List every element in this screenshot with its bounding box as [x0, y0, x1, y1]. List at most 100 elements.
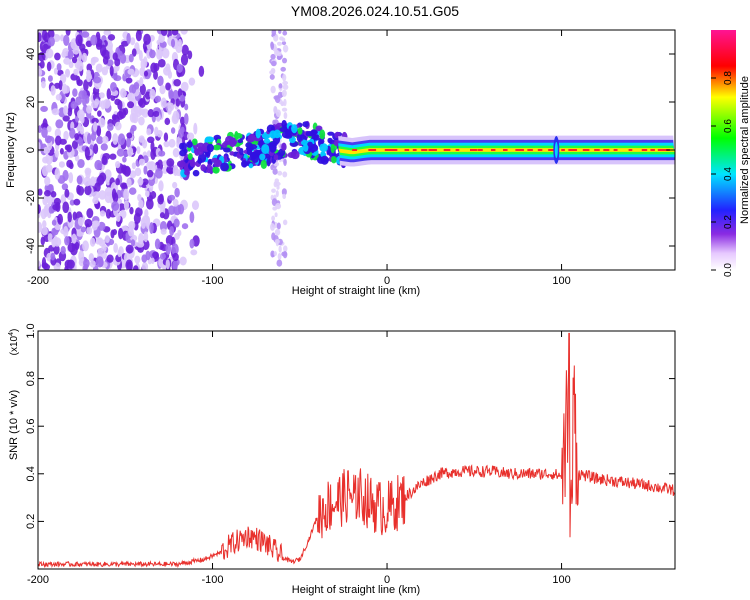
spectrogram-ridge-blob: [220, 162, 230, 172]
spectrogram-noise-blob: [84, 218, 93, 228]
spectrogram-noise-blob: [166, 166, 174, 174]
spectrogram-noise-blob: [168, 87, 173, 100]
spectrogram-noise-blob: [91, 117, 99, 124]
spectrogram-noise-blob: [130, 239, 136, 247]
colorbar-tick-label: 0.8: [723, 71, 734, 85]
spectrogram-noise-blob: [62, 226, 69, 238]
spectrogram-noise-blob: [187, 50, 193, 60]
spectrogram-noise-blob: [179, 116, 186, 125]
colorbar-tick-label: 0.2: [723, 215, 734, 229]
spectrogram-noise-blob: [175, 98, 181, 107]
spectrogram-band-blob: [281, 107, 288, 112]
spectrogram-noise-blob: [158, 180, 164, 192]
spectrogram-noise-blob: [98, 239, 106, 247]
spectrogram-ridge-blob: [269, 130, 277, 139]
spectrogram-noise-blob: [79, 126, 85, 135]
spectrogram-ridge-blob: [320, 155, 329, 165]
spectrogram-noise-blob: [106, 88, 112, 100]
snr-y-tick-label: 1.0: [25, 323, 37, 338]
spectrogram-ridge-blob: [239, 147, 244, 156]
spectrogram-ridge-blob: [261, 143, 270, 154]
spectrogram-noise-blob: [180, 30, 188, 35]
spectrogram-ridge-blob: [284, 134, 293, 139]
spectrogram-band-blob: [278, 30, 282, 35]
spectrogram-noise-blob: [51, 108, 60, 116]
spectrogram-noise-blob: [127, 146, 134, 157]
spectrogram-noise-blob: [62, 85, 71, 94]
spectrogram-ridge-blob: [255, 128, 261, 139]
spectrogram-noise-blob: [116, 212, 121, 223]
spectrogram-noise-blob: [75, 34, 83, 47]
spectrogram-noise-blob: [128, 84, 137, 95]
spectrogram-noise-blob: [123, 200, 130, 211]
spectrogram-ridge-blob: [266, 157, 271, 167]
spectrogram-noise-blob: [145, 190, 150, 197]
spectrogram-noise-blob: [98, 92, 105, 99]
spectrogram-noise-blob: [141, 261, 149, 270]
spectrogram-ridge-blob: [319, 138, 325, 144]
spectrogram-noise-blob: [181, 223, 189, 230]
spectrogram-band-blob: [282, 171, 288, 178]
spectrogram-ridge-blob: [206, 143, 214, 153]
spectrogram-band-blob: [276, 259, 283, 267]
spectrogram-band-blob: [282, 84, 289, 90]
spectrogram-noise-blob: [53, 244, 60, 255]
spectrogram-noise-blob: [134, 255, 141, 264]
spectrogram-noise-blob: [76, 175, 83, 185]
spectrogram-ridge-blob: [213, 159, 223, 168]
spectrogram-ridge-blob: [331, 156, 337, 164]
spectrogram-noise-blob: [125, 244, 134, 254]
spectrogram-noise-blob: [176, 63, 183, 73]
spectrogram-noise-blob: [161, 166, 169, 174]
spectrogram-ridge-blob: [315, 125, 323, 132]
spectrogram-noise-blob: [117, 249, 122, 258]
spectrogram-noise-blob: [137, 193, 142, 202]
spectrogram-band-blob: [270, 68, 276, 73]
spectrogram-noise-blob: [152, 110, 160, 117]
spectrogram-band-blob: [270, 223, 275, 231]
spectrogram-noise-blob: [84, 185, 92, 196]
spectrogram-noise-blob: [141, 178, 149, 186]
spectrogram-noise-blob: [52, 203, 60, 211]
spectrogram-ridge-blob: [305, 130, 315, 137]
spectrogram-band-blob: [273, 95, 279, 100]
spectrogram-noise-blob: [38, 204, 41, 215]
snr-background: [38, 331, 675, 569]
colorbar: 0.0 0.2 0.4 0.6 0.8 Normalized spectral ampl…: [711, 30, 750, 277]
spectrogram-noise-blob: [172, 181, 178, 189]
spectrogram-noise-blob: [168, 194, 176, 201]
spectrogram-noise-blob: [135, 207, 143, 217]
spectrogram-noise-blob: [118, 227, 124, 240]
snr-y-tick-label: 0.6: [25, 419, 37, 434]
spectrogram-noise-blob: [179, 256, 187, 266]
spectrogram-noise-blob: [131, 48, 137, 57]
spectrogram-noise-blob: [169, 225, 175, 236]
spectrogram-noise-blob: [145, 198, 154, 210]
snr-x-tick-label: 0: [384, 574, 390, 586]
spectrogram-noise-blob: [68, 162, 74, 170]
spectrogram-noise-blob: [175, 41, 183, 54]
spectrogram-noise-blob: [103, 30, 112, 36]
spectrogram-noise-blob: [122, 156, 127, 163]
spectrogram-noise-blob: [72, 47, 80, 55]
spectrogram-noise-blob: [97, 110, 102, 117]
spectrogram-noise-blob: [145, 216, 151, 227]
spectrogram-band-blob: [275, 202, 282, 210]
spectrogram-noise-blob: [70, 101, 78, 110]
spectrogram-band-blob: [271, 30, 277, 37]
spectrogram-noise-blob: [47, 75, 53, 82]
spectrogram-noise-blob: [63, 34, 70, 46]
spectrogram-noise-blob: [98, 259, 104, 267]
spectrogram-band-blob: [271, 232, 276, 241]
spectrogram-ridge-blob: [246, 148, 253, 156]
spectrogram-noise-blob: [172, 148, 180, 158]
spectrogram-y-tick-label: -40: [25, 238, 37, 254]
spectrogram-band-blob: [283, 158, 287, 166]
spectrogram-noise-blob: [71, 56, 78, 64]
spectrogram-band-blob: [276, 41, 283, 46]
spectrogram-ridge-blob: [327, 131, 335, 136]
spectrogram-noise-blob: [190, 249, 198, 256]
spectrogram-ridge-blob: [228, 137, 237, 148]
spectrogram-noise-blob: [55, 119, 64, 129]
